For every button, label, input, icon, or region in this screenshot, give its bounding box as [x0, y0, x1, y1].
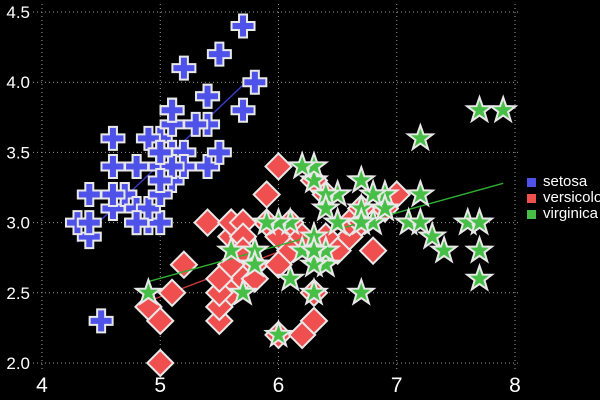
virginica-marker: [405, 122, 436, 152]
virginica-marker: [263, 318, 294, 348]
virginica-marker: [239, 248, 271, 278]
setosa-marker: [195, 83, 221, 109]
versicolor-marker: [157, 278, 187, 308]
legend-label-versicolor: versicolor: [543, 189, 600, 206]
legend: setosa versicolor virginica: [527, 174, 600, 222]
legend-swatch-setosa: [527, 177, 536, 187]
legend-swatch-versicolor: [527, 193, 536, 203]
versicolor-marker: [264, 152, 293, 181]
virginica-marker: [298, 234, 330, 264]
setosa-marker: [124, 153, 150, 179]
virginica-marker: [464, 206, 495, 236]
virginica-marker: [357, 178, 389, 208]
setosa-marker: [147, 167, 173, 193]
setosa-marker: [206, 139, 232, 165]
versicolor-marker: [193, 208, 222, 238]
setosa-marker: [206, 41, 232, 67]
virginica-marker: [310, 192, 342, 222]
x-tick-label-8: 8: [509, 374, 521, 397]
virginica-marker: [464, 94, 495, 124]
y-tick-label-2.0: 2.0: [6, 354, 30, 373]
setosa-marker: [183, 111, 209, 137]
virginica-marker: [286, 150, 318, 180]
y-tick-label-2.5: 2.5: [6, 284, 30, 303]
versicolor-marker: [264, 250, 293, 280]
virginica-marker: [346, 164, 377, 194]
virginica-marker: [487, 94, 519, 124]
setosa-marker: [159, 97, 185, 123]
versicolor-marker: [145, 306, 175, 336]
x-tick-label-6: 6: [273, 374, 285, 397]
virginica-marker: [417, 220, 448, 250]
setosa-marker: [100, 125, 126, 151]
setosa-marker: [195, 153, 221, 179]
versicolor-marker: [299, 306, 329, 336]
virginica-marker: [405, 206, 436, 236]
virginica-marker: [133, 276, 164, 306]
virginica-marker: [298, 248, 330, 278]
virginica-marker: [227, 276, 259, 306]
virginica-marker: [346, 276, 377, 306]
x-tick-label-5: 5: [154, 374, 166, 397]
setosa-marker: [88, 308, 114, 334]
legend-item-versicolor: versicolor: [527, 190, 600, 206]
virginica-marker: [428, 234, 460, 264]
virginica-marker: [464, 234, 495, 264]
virginica-marker: [251, 206, 282, 236]
setosa-marker: [100, 182, 126, 208]
setosa-marker: [230, 13, 256, 39]
virginica-marker: [322, 206, 353, 236]
virginica-marker: [405, 178, 436, 208]
legend-label-setosa: setosa: [543, 173, 588, 190]
x-tick-label-7: 7: [391, 374, 403, 397]
legend-item-virginica: virginica: [527, 206, 600, 222]
y-tick-label-3.0: 3.0: [6, 214, 30, 233]
y-tick-label-3.5: 3.5: [6, 143, 30, 162]
setosa-marker: [242, 69, 268, 95]
virginica-marker: [298, 276, 330, 306]
versicolor-marker: [169, 250, 199, 280]
legend-label-virginica: virginica: [543, 205, 599, 222]
virginica-marker: [464, 262, 495, 292]
y-tick-label-4.0: 4.0: [6, 73, 30, 92]
setosa-marker: [100, 153, 126, 179]
versicolor-marker: [145, 348, 175, 378]
legend-swatch-virginica: [527, 209, 536, 219]
x-tick-label-4: 4: [36, 374, 48, 397]
virginica-marker: [369, 192, 401, 222]
setosa-trend-line: [76, 73, 256, 243]
virginica-marker: [275, 262, 306, 292]
virginica-marker: [215, 234, 247, 264]
legend-item-setosa: setosa: [527, 174, 600, 190]
versicolor-marker: [358, 236, 388, 266]
virginica-marker: [298, 164, 330, 194]
setosa-marker: [230, 97, 256, 123]
setosa-marker: [124, 210, 150, 236]
setosa-marker: [171, 55, 197, 81]
series-virginica: [133, 94, 519, 348]
series-setosa: [64, 13, 268, 334]
setosa-marker: [76, 210, 102, 236]
setosa-marker: [147, 139, 173, 165]
y-tick-label-4.5: 4.5: [6, 3, 30, 22]
virginica-marker: [346, 206, 377, 236]
setosa-marker: [135, 196, 161, 222]
setosa-marker: [76, 182, 102, 208]
